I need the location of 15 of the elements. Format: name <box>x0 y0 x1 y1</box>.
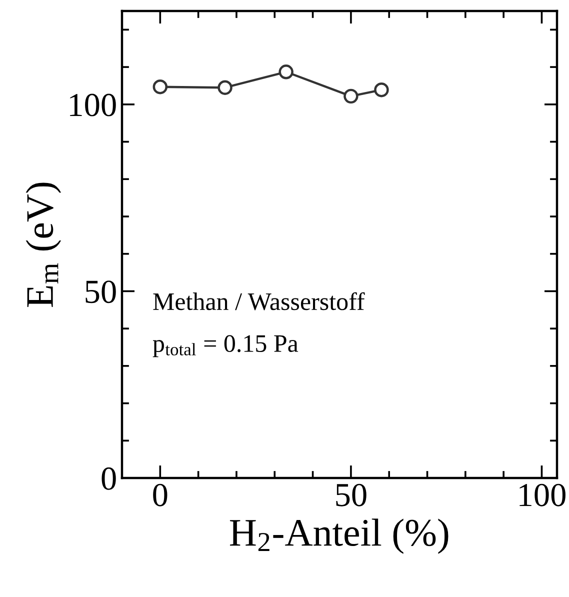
annotation: Methan / Wasserstoff <box>153 292 365 310</box>
point <box>278 64 294 80</box>
x-axis-title: H$_{2}$-Anteil (%) <box>230 518 448 554</box>
y-axis-title: E$_{m}$ (eV) <box>26 182 62 307</box>
point <box>374 82 389 98</box>
x-tick-label: 0 <box>153 484 168 506</box>
annotation: p$_{total}$ = 0.15 Pa <box>152 335 298 358</box>
y-tick-label: 100 <box>70 94 116 116</box>
y-tick-label: 0 <box>102 467 116 490</box>
point <box>152 79 168 94</box>
point <box>218 80 232 95</box>
x-tick-label: 100 <box>520 484 566 506</box>
y-tick-label: 50 <box>86 280 116 304</box>
point <box>344 88 358 104</box>
x-tick-label: 50 <box>336 484 366 506</box>
